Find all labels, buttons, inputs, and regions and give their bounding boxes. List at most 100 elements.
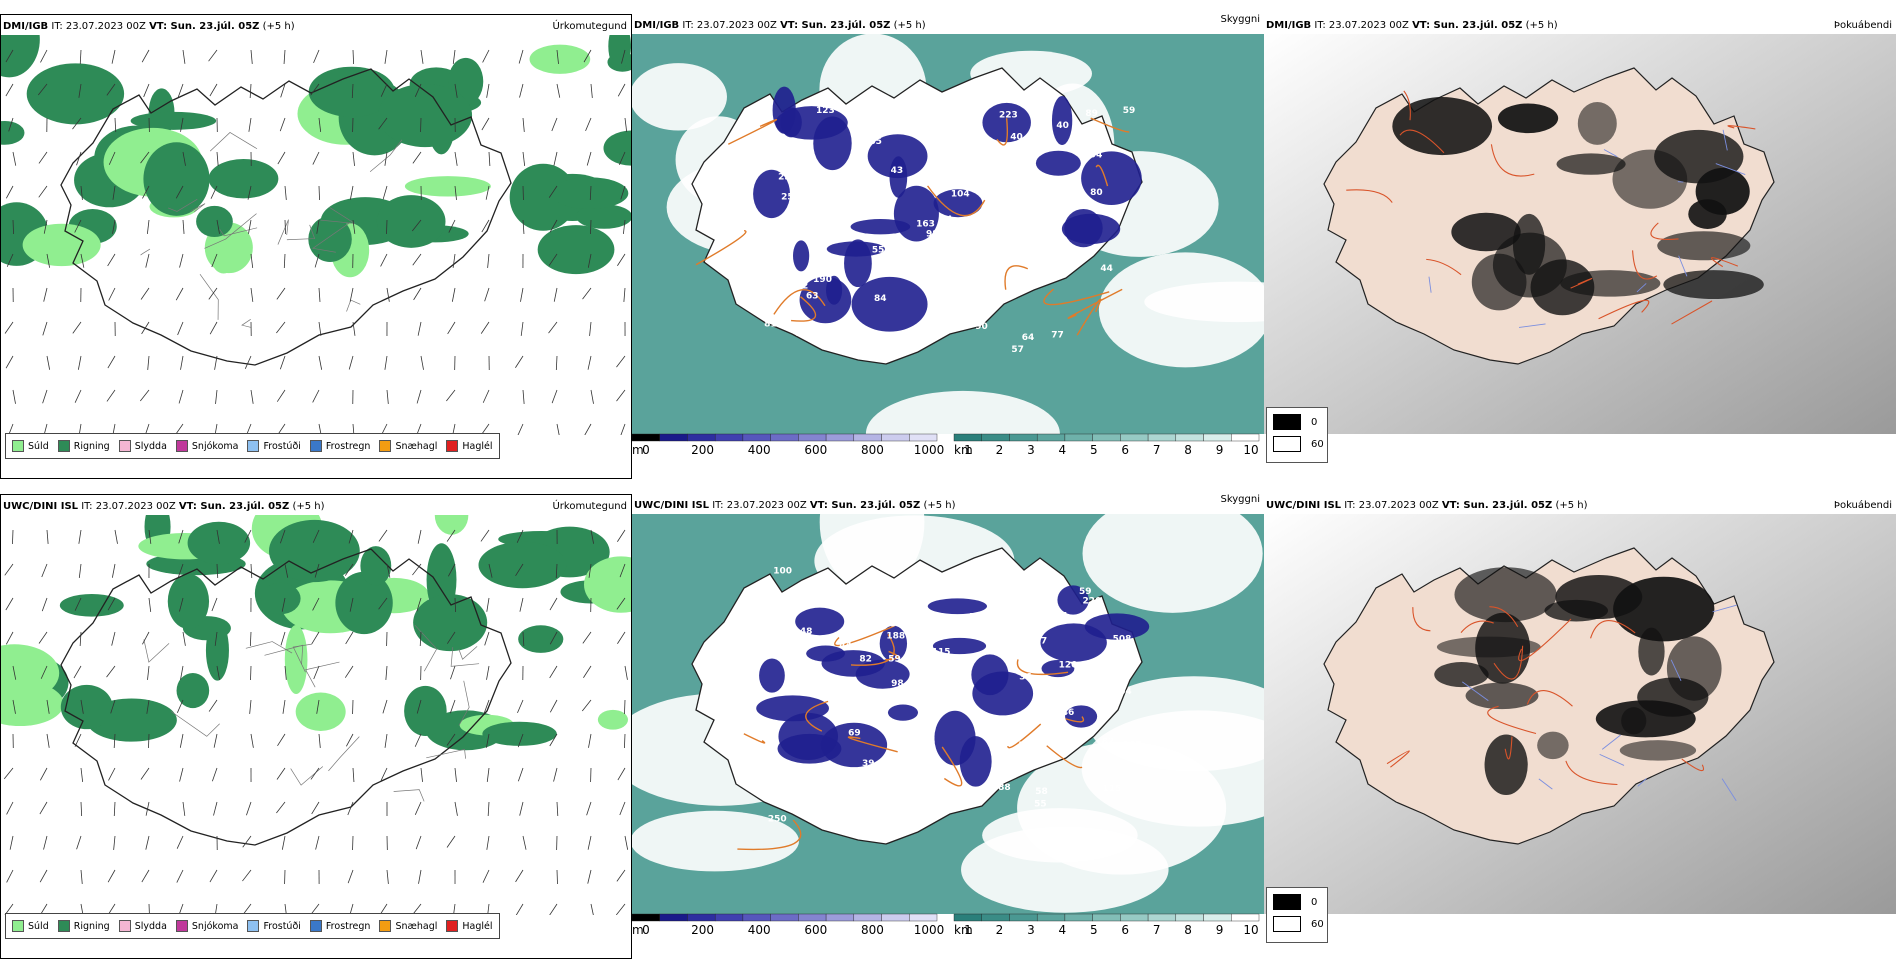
legend-swatch bbox=[176, 440, 188, 452]
fog-area bbox=[1537, 732, 1569, 759]
legend-swatch bbox=[310, 440, 322, 452]
scale-color-box bbox=[1093, 434, 1121, 441]
visibility-value-label: 82 bbox=[1102, 737, 1115, 747]
legend-swatch bbox=[446, 920, 458, 932]
legend-item: Snæhagl bbox=[379, 440, 437, 452]
visibility-value-label: 84 bbox=[940, 215, 953, 225]
scale-color-box bbox=[1148, 434, 1176, 441]
fog-area bbox=[1513, 214, 1545, 275]
visibility-value-label: 115 bbox=[1102, 784, 1121, 794]
cloud-legend-label: 60 bbox=[1311, 439, 1324, 450]
precip-area bbox=[538, 225, 615, 274]
panel-header: DMI/IGB IT: 23.07.2023 00Z VT: Sun. 23.j… bbox=[3, 21, 295, 32]
scale-color-box bbox=[1120, 914, 1148, 921]
precip-area bbox=[209, 159, 279, 198]
wind-barb bbox=[319, 186, 320, 200]
visibility-value-label: 98 bbox=[926, 229, 939, 239]
precip-area bbox=[261, 583, 301, 614]
cloud-panel-top: DMI/IGB IT: 23.07.2023 00Z VT: Sun. 23.j… bbox=[1264, 14, 1896, 479]
scale-tick-label: 0 bbox=[642, 923, 650, 937]
visibility-value-label: 63 bbox=[806, 291, 819, 301]
precip-area bbox=[60, 594, 124, 617]
visibility-value-label: 74 bbox=[1063, 690, 1076, 700]
scale-color-box bbox=[882, 914, 910, 921]
clear-area bbox=[982, 808, 1138, 862]
scale-color-box bbox=[854, 914, 882, 921]
legend-label: Snæhagl bbox=[395, 921, 437, 932]
scale-color-box bbox=[826, 914, 854, 921]
visibility-value-label: 341 bbox=[854, 707, 873, 717]
scale-color-box bbox=[982, 914, 1010, 921]
low-visibility-area bbox=[971, 654, 1008, 695]
scale-color-box bbox=[743, 914, 771, 921]
precip-area bbox=[404, 686, 447, 736]
scale-color-box bbox=[954, 434, 982, 441]
visibility-value-label: 44 bbox=[800, 632, 813, 642]
scale-tick-label: 10 bbox=[1243, 443, 1258, 457]
fog-area bbox=[1688, 199, 1727, 229]
wind-barb bbox=[148, 734, 149, 748]
visibility-value-label: 36 bbox=[877, 586, 890, 596]
scale-color-box bbox=[1231, 914, 1259, 921]
scale-tick-label: 4 bbox=[1059, 443, 1067, 457]
visibility-value-label: 195 bbox=[986, 259, 1005, 269]
scale-color-box bbox=[882, 434, 910, 441]
scale-tick-label: 6 bbox=[1121, 443, 1129, 457]
visibility-value-label: 123 bbox=[816, 106, 835, 116]
scale-color-box bbox=[798, 914, 826, 921]
visibility-value-label: 64 bbox=[826, 794, 839, 804]
legend-label: Frostúði bbox=[263, 921, 300, 932]
precip-area bbox=[23, 224, 101, 266]
legend-item: Frostúði bbox=[247, 920, 300, 932]
legend-label: Rigning bbox=[74, 441, 110, 452]
scale-tick-label: 10 bbox=[1243, 923, 1258, 937]
cloud-legend-swatch bbox=[1273, 436, 1301, 452]
scale-tick-label: 3 bbox=[1027, 923, 1035, 937]
scale-color-box bbox=[1037, 434, 1065, 441]
legend-item: Haglél bbox=[446, 440, 492, 452]
scale-tick-label: 3 bbox=[1027, 443, 1035, 457]
legend-label: Snæhagl bbox=[395, 441, 437, 452]
visibility-value-label: 55 bbox=[1034, 800, 1047, 810]
visibility-value-label: 80 bbox=[1090, 188, 1103, 198]
fog-area bbox=[1544, 600, 1608, 622]
scale-tick-label: 8 bbox=[1184, 443, 1192, 457]
visibility-value-label: 39 bbox=[884, 619, 897, 629]
scale-color-box bbox=[954, 914, 982, 921]
wind-barb bbox=[13, 220, 14, 234]
cloud-legend-swatch bbox=[1273, 894, 1301, 910]
visibility-value-label: 42 bbox=[919, 775, 932, 785]
legend-label: Haglél bbox=[462, 921, 492, 932]
visibility-value-label: 98 bbox=[891, 679, 904, 689]
visibility-value-label: 52 bbox=[923, 735, 936, 745]
visibility-value-label: 70 bbox=[943, 109, 956, 119]
scale-tick-label: 800 bbox=[861, 443, 884, 457]
scale-color-box bbox=[743, 434, 771, 441]
cloud-panel-bottom: UWC/DINI ISL IT: 23.07.2023 00Z VT: Sun.… bbox=[1264, 494, 1896, 959]
visibility-value-label: 70 bbox=[909, 574, 922, 584]
visibility-value-label: 115 bbox=[932, 647, 951, 657]
legend-item: Frostregn bbox=[310, 440, 371, 452]
legend-label: Súld bbox=[28, 921, 49, 932]
scale-color-box bbox=[771, 434, 799, 441]
panel-title: Úrkomutegund bbox=[552, 501, 627, 512]
panel-title: Úrkomutegund bbox=[552, 21, 627, 32]
scale-color-box bbox=[1204, 914, 1232, 921]
visibility-value-label: 73 bbox=[1019, 741, 1032, 751]
visibility-value-label: 64 bbox=[1119, 687, 1132, 697]
visibility-value-label: 292 bbox=[1028, 709, 1047, 719]
visibility-value-label: 42 bbox=[1016, 280, 1029, 290]
cloud-map bbox=[1264, 514, 1896, 914]
scale-tick-label: 9 bbox=[1216, 923, 1224, 937]
fog-area bbox=[1437, 637, 1541, 658]
scale-color-box bbox=[1065, 914, 1093, 921]
fog-area bbox=[1657, 231, 1750, 260]
legend-item: Rigning bbox=[58, 920, 110, 932]
scale-color-box bbox=[1148, 914, 1176, 921]
visibility-value-label: 207 bbox=[924, 761, 943, 771]
low-visibility-area bbox=[960, 736, 992, 787]
cloud-legend-label: 0 bbox=[1311, 417, 1317, 428]
panel-title: Skyggni bbox=[1220, 14, 1260, 25]
panel-header: UWC/DINI ISL IT: 23.07.2023 00Z VT: Sun.… bbox=[1266, 500, 1588, 511]
